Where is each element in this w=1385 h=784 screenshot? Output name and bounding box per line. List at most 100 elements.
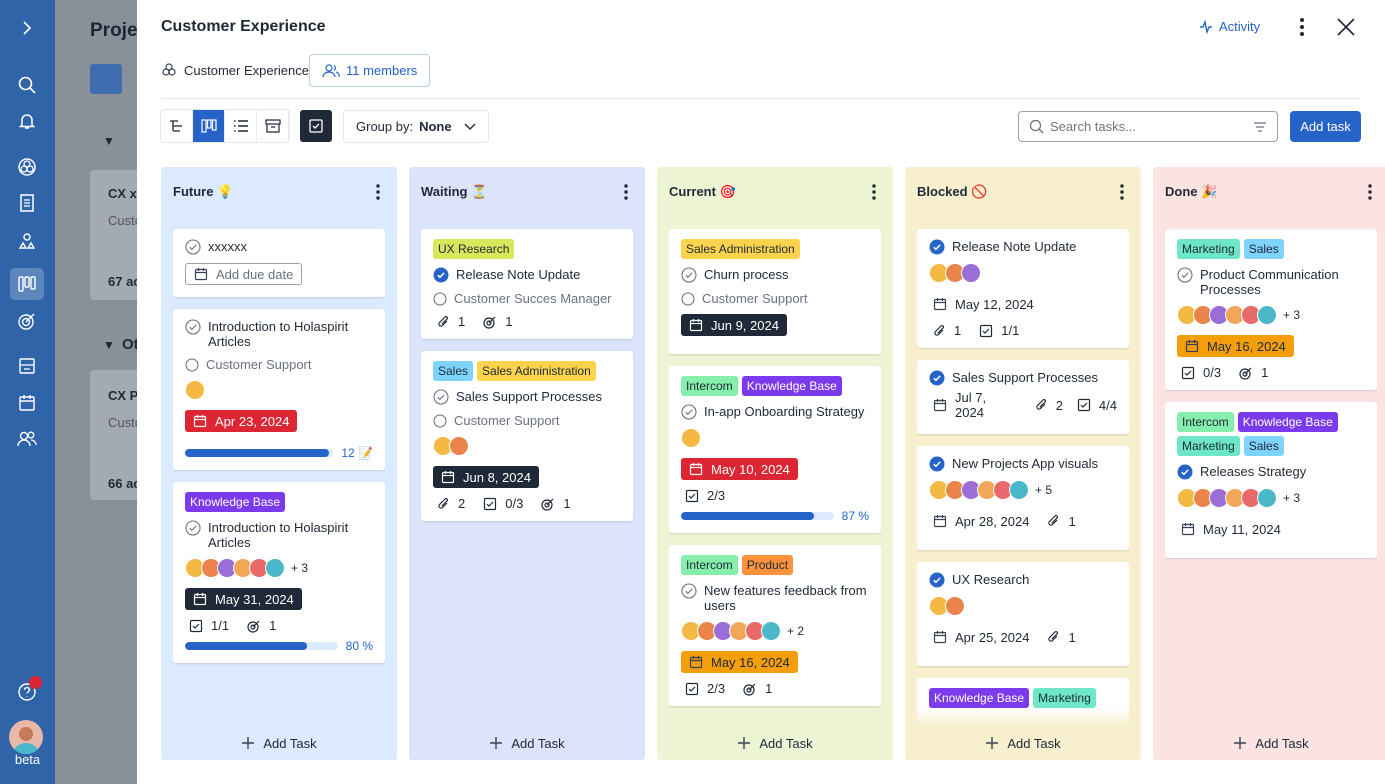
avatar[interactable]	[185, 380, 205, 400]
my-tasks-toggle[interactable]	[300, 110, 332, 142]
task-card[interactable]: Knowledge Base Introduction to Holaspirit…	[173, 482, 385, 663]
due-date-badge[interactable]: May 16, 2024	[681, 651, 798, 673]
due-date-badge[interactable]: Jul 7, 2024	[929, 390, 1021, 420]
check-circle-icon[interactable]	[681, 583, 697, 599]
bell-icon[interactable]	[14, 108, 40, 134]
members-button[interactable]: 11 members	[309, 54, 431, 87]
plus-icon	[1233, 736, 1247, 750]
avatar[interactable]	[681, 428, 701, 448]
check-circle-icon[interactable]	[185, 239, 201, 255]
avatar[interactable]	[961, 263, 981, 283]
avatar[interactable]	[1257, 305, 1277, 325]
search-input[interactable]	[1050, 119, 1247, 134]
circles-icon[interactable]	[14, 154, 40, 180]
task-stat: 0/3	[483, 496, 523, 511]
add-task-button[interactable]: Add task	[1290, 111, 1361, 142]
task-card[interactable]: UX Research Apr 25, 2024 1	[917, 562, 1129, 666]
column-menu-icon[interactable]	[1367, 183, 1373, 201]
due-date-badge[interactable]: May 12, 2024	[929, 293, 1038, 315]
check-circle-icon[interactable]	[433, 389, 449, 405]
people-icon[interactable]	[14, 426, 40, 452]
document-icon[interactable]	[14, 190, 40, 216]
due-date: May 12, 2024	[955, 296, 1034, 312]
date-row: Apr 28, 2024 1	[929, 510, 1117, 540]
completed-check-icon[interactable]	[929, 370, 945, 386]
avatar[interactable]	[945, 596, 965, 616]
due-date-badge[interactable]: Jun 8, 2024	[433, 466, 539, 488]
task-card[interactable]: xxxxxx Add due date	[173, 229, 385, 297]
column-menu-icon[interactable]	[1119, 183, 1125, 201]
column-add-task-button[interactable]: Add Task	[409, 726, 645, 760]
completed-check-icon[interactable]	[929, 239, 945, 255]
task-card[interactable]: New Projects App visuals + 5 Apr 28, 2024 1	[917, 446, 1129, 550]
goals-target-icon[interactable]	[14, 308, 40, 334]
calendar-icon	[933, 630, 947, 644]
date-row: Apr 25, 2024 1	[929, 626, 1117, 656]
role-row: Customer Support	[185, 357, 373, 372]
more-options-icon[interactable]	[1293, 16, 1311, 38]
meetings-icon[interactable]	[14, 353, 40, 379]
check-circle-icon[interactable]	[681, 267, 697, 283]
add-due-date-button[interactable]: Add due date	[185, 263, 303, 285]
avatar[interactable]	[761, 621, 781, 641]
user-avatar[interactable]	[9, 720, 43, 754]
expand-chevron-icon[interactable]	[14, 15, 40, 41]
due-date-badge[interactable]: Apr 28, 2024	[929, 510, 1033, 532]
column-menu-icon[interactable]	[623, 183, 629, 201]
completed-check-icon[interactable]	[929, 456, 945, 472]
check-circle-icon[interactable]	[1177, 267, 1193, 283]
due-date-badge[interactable]: May 16, 2024	[1177, 335, 1294, 357]
help-icon[interactable]	[14, 679, 40, 705]
column-add-task-button[interactable]: Add Task	[657, 726, 893, 760]
due-date-badge[interactable]: May 10, 2024	[681, 458, 798, 480]
avatar[interactable]	[449, 436, 469, 456]
circle-link[interactable]: Customer Experience	[161, 62, 309, 78]
projects-board-icon[interactable]	[10, 268, 44, 300]
due-date-badge[interactable]: Apr 23, 2024	[185, 410, 298, 432]
tree-view-button[interactable]	[161, 110, 193, 142]
task-title-row: Release Note Update	[929, 239, 1117, 255]
progress-fill	[681, 512, 814, 520]
roles-icon[interactable]	[14, 228, 40, 254]
check-circle-icon[interactable]	[185, 520, 201, 536]
check-circle-icon[interactable]	[185, 319, 201, 335]
task-card[interactable]: Introduction to Holaspirit Articles Custo…	[173, 309, 385, 470]
task-card[interactable]: Sales Support Processes Jul 7, 2024 2 4/4	[917, 360, 1129, 434]
due-date-badge[interactable]: May 11, 2024	[1177, 518, 1285, 540]
due-date-badge[interactable]: Apr 25, 2024	[929, 626, 1033, 648]
task-card[interactable]: Intercom Knowledge Base In-app Onboarding …	[669, 366, 881, 533]
calendar-icon[interactable]	[14, 390, 40, 416]
completed-check-icon[interactable]	[1177, 464, 1193, 480]
column-add-task-button[interactable]: Add Task	[161, 726, 397, 760]
task-card[interactable]: Marketing Sales Product Communication Proc…	[1165, 229, 1377, 390]
task-card[interactable]: Sales Sales Administration Sales Support P…	[421, 351, 633, 521]
task-card[interactable]: Release Note Update May 12, 2024 1 1/1	[917, 229, 1129, 348]
avatar[interactable]	[1009, 480, 1029, 500]
activity-link[interactable]: Activity	[1199, 19, 1260, 34]
date-row: May 16, 2024	[681, 651, 869, 681]
search-icon[interactable]	[14, 72, 40, 98]
archive-view-button[interactable]	[257, 110, 289, 142]
task-card[interactable]: UX Research Release Note Update Customer S…	[421, 229, 633, 339]
group-by-select[interactable]: Group by: None	[343, 110, 489, 143]
check-circle-icon[interactable]	[681, 404, 697, 420]
close-icon[interactable]	[1335, 16, 1357, 38]
list-view-button[interactable]	[225, 110, 257, 142]
avatar[interactable]	[265, 558, 285, 578]
completed-check-icon[interactable]	[433, 267, 449, 283]
column-menu-icon[interactable]	[375, 183, 381, 201]
column-add-task-button[interactable]: Add Task	[905, 726, 1141, 760]
task-card[interactable]: Intercom Product New features feedback fro…	[669, 545, 881, 706]
column-add-task-button[interactable]: Add Task	[1153, 726, 1385, 760]
task-card[interactable]: Sales Administration Churn process Custome…	[669, 229, 881, 354]
task-card[interactable]: Intercom Knowledge Base Marketing Sales Rele…	[1165, 402, 1377, 558]
avatar[interactable]	[1257, 488, 1277, 508]
column-menu-icon[interactable]	[871, 183, 877, 201]
board-view-button[interactable]	[193, 110, 225, 142]
due-date-badge[interactable]: Jun 9, 2024	[681, 314, 787, 336]
due-date-badge[interactable]: May 31, 2024	[185, 588, 302, 610]
completed-check-icon[interactable]	[929, 572, 945, 588]
assignee-avatars	[433, 436, 621, 456]
filter-icon[interactable]	[1253, 121, 1267, 133]
task-title-row: New features feedback from users	[681, 583, 869, 613]
